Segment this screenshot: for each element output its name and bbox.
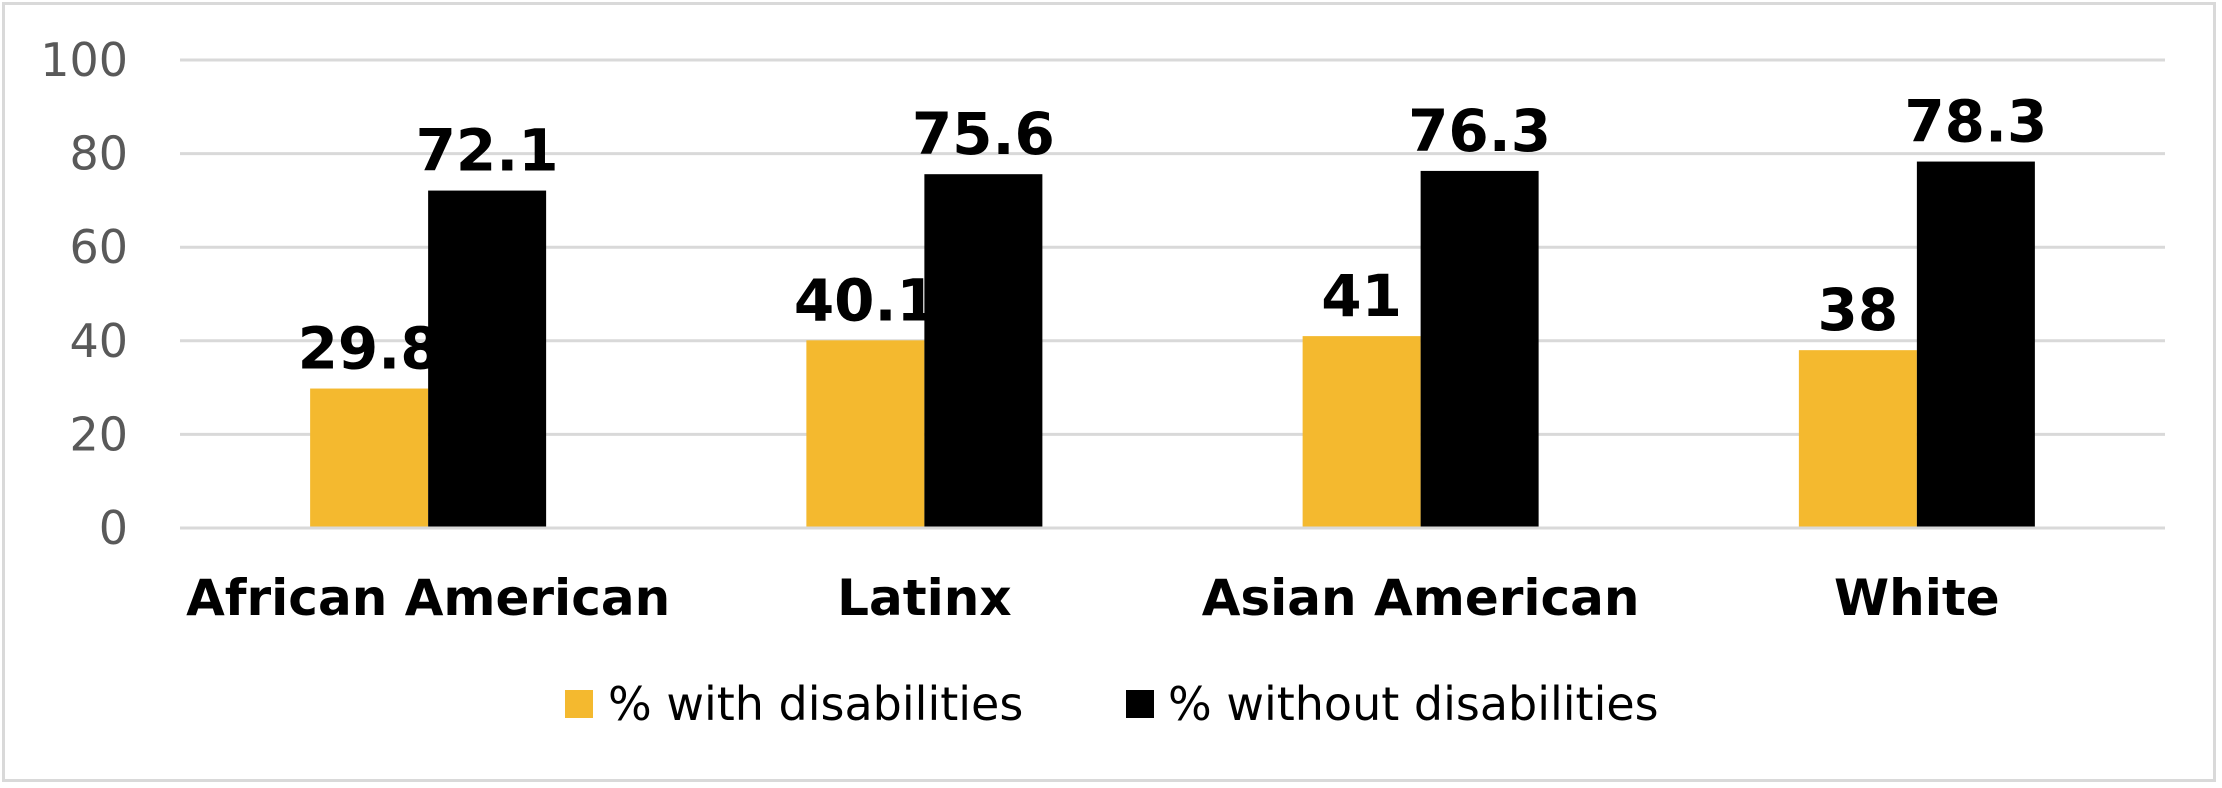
legend-label: % with disabilities — [608, 677, 1023, 731]
bars — [310, 161, 2035, 528]
bar-without-disabilities — [428, 190, 547, 528]
data-labels: 29.8 72.1 40.1 75.6 41 76.3 38 78.3 — [298, 88, 2048, 383]
bar-with-disabilities — [310, 388, 429, 528]
x-category-label: White — [1834, 569, 2000, 627]
y-tick-label: 20 — [69, 407, 128, 461]
x-category-label: Asian American — [1202, 569, 1640, 627]
data-label: 76.3 — [1408, 97, 1551, 165]
bar-without-disabilities — [1916, 161, 2035, 528]
bar-without-disabilities — [924, 174, 1043, 528]
y-tick-label: 60 — [69, 220, 128, 274]
data-label: 41 — [1321, 262, 1402, 330]
data-label: 29.8 — [298, 315, 441, 383]
y-tick-label: 80 — [69, 127, 128, 181]
y-tick-label: 40 — [69, 314, 128, 368]
x-category-label: Latinx — [837, 569, 1012, 627]
x-axis-categories: African American Latinx Asian American Whit… — [186, 569, 2000, 627]
y-axis-ticks: 0 20 40 60 80 100 — [40, 33, 128, 555]
x-category-label: African American — [186, 569, 670, 627]
legend-swatch — [1126, 690, 1154, 718]
y-tick-label: 100 — [40, 33, 128, 87]
bar-without-disabilities — [1420, 170, 1539, 528]
legend-label: % without disabilities — [1168, 677, 1659, 731]
data-label: 78.3 — [1904, 88, 2047, 156]
bar-with-disabilities — [806, 340, 925, 528]
legend-swatch — [565, 690, 593, 718]
legend-item: % with disabilities — [565, 677, 1023, 731]
legend-item: % without disabilities — [1126, 677, 1659, 731]
bar-with-disabilities — [1798, 350, 1917, 528]
data-label: 75.6 — [912, 100, 1055, 168]
data-label: 72.1 — [416, 117, 559, 185]
legend: % with disabilities % without disabilitie… — [565, 677, 1659, 731]
y-tick-label: 0 — [99, 501, 128, 555]
bar-with-disabilities — [1302, 336, 1421, 528]
data-label: 40.1 — [794, 266, 937, 334]
data-label: 38 — [1818, 276, 1899, 344]
